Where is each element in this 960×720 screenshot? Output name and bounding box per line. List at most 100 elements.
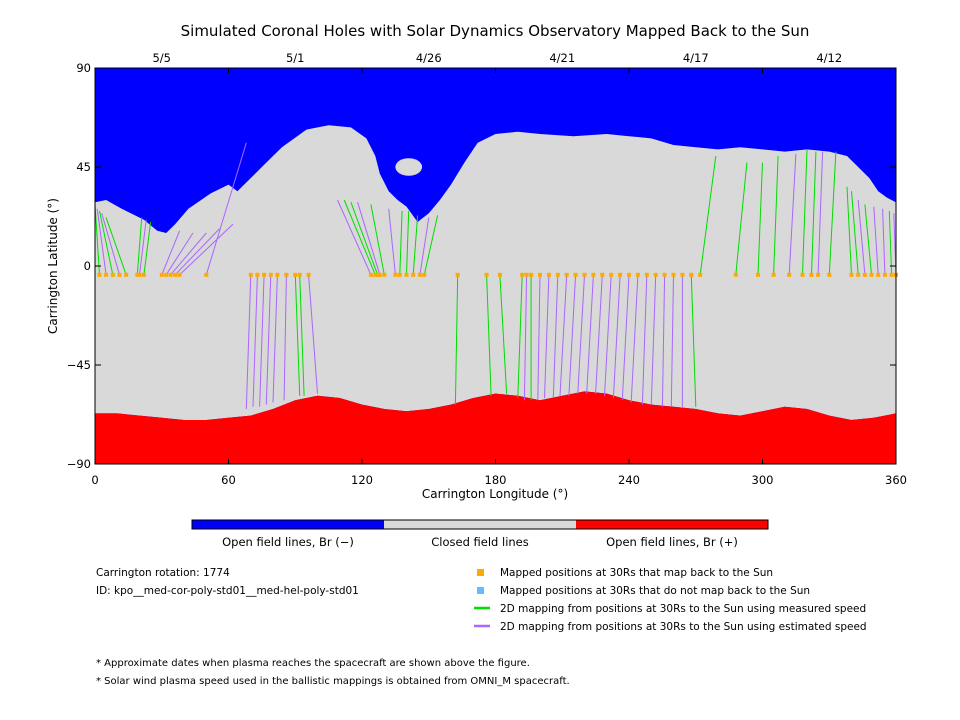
mapped-point xyxy=(756,272,760,277)
mapping-line-estimated xyxy=(621,274,630,401)
mapped-point xyxy=(268,272,273,277)
mapped-point xyxy=(609,272,614,277)
mapping-line-measured xyxy=(99,210,114,275)
mapped-point xyxy=(573,272,578,277)
mapping-line-estimated xyxy=(661,274,666,407)
mapped-point xyxy=(417,272,422,277)
mapped-point xyxy=(520,272,525,277)
mapped-point xyxy=(404,272,409,277)
mapped-point xyxy=(635,272,640,277)
mapping-line-estimated xyxy=(537,274,541,401)
x-tick-label: 120 xyxy=(351,473,373,487)
legend: Mapped positions at 30Rs that map back t… xyxy=(474,567,867,633)
top-date-labels: 5/5 5/1 4/26 4/21 4/17 4/12 xyxy=(152,51,842,65)
closed-field-region xyxy=(95,125,896,420)
mapped-point xyxy=(644,272,649,277)
mapping-line-measured xyxy=(690,274,697,407)
x-tick-label: 0 xyxy=(91,473,98,487)
mapped-point xyxy=(373,272,378,277)
mapping-line-measured xyxy=(486,274,492,396)
mapped-point xyxy=(524,272,529,277)
mapping-line-estimated xyxy=(817,151,824,275)
colorbar-open-negative xyxy=(192,520,384,529)
carrington-rotation: Carrington rotation: 1774 xyxy=(96,567,230,579)
mapped-point xyxy=(809,272,814,277)
mapping-line-measured xyxy=(136,217,143,275)
mapping-line-measured xyxy=(350,202,379,275)
mapped-point xyxy=(876,272,881,277)
mapping-line-estimated xyxy=(308,274,318,394)
mapping-line-estimated xyxy=(670,274,674,407)
mapped-point xyxy=(889,272,894,277)
model-id: ID: kpo__med-cor-poly-std01__med-hel-pol… xyxy=(96,585,359,597)
mapping-line-estimated xyxy=(419,217,430,275)
mapping-line-estimated xyxy=(357,202,381,275)
mapping-line-estimated xyxy=(272,274,278,403)
mapped-point xyxy=(671,272,676,277)
mapping-line-estimated xyxy=(161,230,181,275)
mapping-line-measured xyxy=(888,210,893,275)
y-axis-label: Carrington Latitude (°) xyxy=(46,198,60,334)
mapped-points xyxy=(97,272,898,277)
mapped-point xyxy=(275,272,280,277)
footnote-dates: * Approximate dates when plasma reaches … xyxy=(96,658,530,669)
mapping-line-estimated xyxy=(577,274,585,394)
y-axis-ticks: −90 −45 0 45 90 xyxy=(67,61,896,471)
mapped-point xyxy=(117,272,122,277)
mapping-line-estimated xyxy=(179,223,234,276)
mapped-point xyxy=(689,272,694,277)
mapped-point xyxy=(653,272,658,277)
mapped-point xyxy=(141,272,146,277)
mapping-line-estimated xyxy=(873,206,879,275)
mapped-point xyxy=(882,272,887,277)
chart-title: Simulated Coronal Holes with Solar Dynam… xyxy=(181,22,810,40)
top-date-label: 4/12 xyxy=(816,51,842,65)
mapping-line-estimated xyxy=(170,232,207,276)
mapping-line-measured xyxy=(299,274,305,396)
mapped-point xyxy=(204,272,209,277)
mapping-line-measured xyxy=(802,149,808,275)
colorbar-open-positive xyxy=(576,520,768,529)
mapped-point xyxy=(397,272,402,277)
legend-measured-line-label: 2D mapping from positions at 30Rs to the… xyxy=(500,603,866,615)
colorbar-label-open-positive: Open field lines, Br (+) xyxy=(606,535,738,549)
mapped-point xyxy=(600,272,605,277)
mapping-line-estimated xyxy=(544,274,550,399)
mapping-line-measured xyxy=(94,204,100,275)
mapped-point xyxy=(497,272,502,277)
mapped-point xyxy=(869,272,874,277)
colorbar-label-open-negative: Open field lines, Br (−) xyxy=(222,535,354,549)
top-date-label: 5/5 xyxy=(152,51,171,65)
mapped-point xyxy=(422,272,427,277)
mapping-line-estimated xyxy=(568,274,577,396)
mapped-point xyxy=(284,272,289,277)
x-tick-label: 300 xyxy=(752,473,774,487)
mapping-line-measured xyxy=(846,186,852,275)
mapped-point xyxy=(564,272,569,277)
mapped-point xyxy=(538,272,542,277)
top-date-label: 5/1 xyxy=(286,51,305,65)
mapping-line-measured xyxy=(735,162,748,275)
mapped-point xyxy=(255,272,260,277)
mapping-line-estimated xyxy=(523,274,528,401)
mapping-line-estimated xyxy=(641,274,648,405)
mapped-point xyxy=(124,272,129,277)
mapping-line-measured xyxy=(143,221,152,275)
mapping-line-measured xyxy=(454,274,459,405)
mapped-point xyxy=(455,272,460,277)
mapped-point xyxy=(393,272,398,277)
mapped-point xyxy=(484,272,489,277)
mapping-line-estimated xyxy=(788,153,797,275)
mapping-line-measured xyxy=(499,274,508,394)
mapped-point xyxy=(159,272,164,277)
top-date-label: 4/17 xyxy=(683,51,709,65)
mapping-line-estimated xyxy=(96,208,107,275)
mapping-line-measured xyxy=(343,199,376,275)
mapping-line-measured xyxy=(699,155,717,275)
y-tick-label: 90 xyxy=(76,61,91,75)
mapping-lines xyxy=(94,142,897,410)
legend-mapped-point-symbol xyxy=(477,569,484,576)
mapped-point xyxy=(110,272,115,277)
mapped-point xyxy=(248,272,253,277)
